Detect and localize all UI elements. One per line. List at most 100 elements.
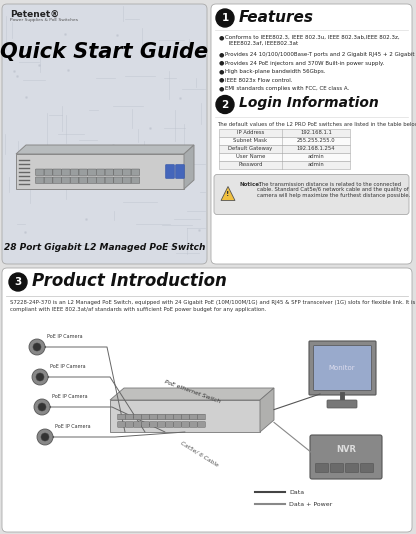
Text: Subnet Mask: Subnet Mask [233, 138, 267, 143]
Text: ●: ● [219, 60, 225, 66]
FancyBboxPatch shape [44, 169, 53, 176]
Text: Product Introduction: Product Introduction [32, 272, 227, 290]
FancyBboxPatch shape [219, 161, 350, 169]
Circle shape [216, 96, 234, 114]
FancyBboxPatch shape [131, 177, 140, 184]
Circle shape [38, 403, 46, 411]
FancyBboxPatch shape [190, 422, 197, 427]
Text: admin: admin [307, 162, 324, 167]
Text: S7228-24P-370 is an L2 Managed PoE Switch, equipped with 24 Gigabit PoE (10M/100: S7228-24P-370 is an L2 Managed PoE Switc… [10, 300, 415, 312]
Circle shape [37, 429, 53, 445]
FancyBboxPatch shape [211, 4, 412, 264]
Text: ●: ● [219, 86, 225, 91]
Circle shape [33, 343, 41, 351]
FancyBboxPatch shape [142, 414, 149, 420]
FancyBboxPatch shape [174, 422, 181, 427]
FancyBboxPatch shape [182, 422, 189, 427]
Circle shape [216, 9, 234, 27]
Text: Provides 24 PoE injectors and 370W Built-in power supply.: Provides 24 PoE injectors and 370W Built… [225, 60, 384, 66]
Circle shape [9, 273, 27, 291]
FancyBboxPatch shape [142, 422, 149, 427]
FancyBboxPatch shape [361, 464, 374, 473]
FancyBboxPatch shape [314, 345, 371, 390]
Text: !: ! [226, 191, 230, 197]
Text: 255.255.255.0: 255.255.255.0 [297, 138, 335, 143]
FancyBboxPatch shape [79, 177, 87, 184]
Text: EMI standards complies with FCC, CE class A.: EMI standards complies with FCC, CE clas… [225, 86, 349, 91]
Circle shape [36, 373, 44, 381]
FancyBboxPatch shape [310, 435, 382, 479]
Polygon shape [110, 388, 274, 400]
Text: ●: ● [219, 52, 225, 57]
Text: Petenet®: Petenet® [10, 10, 59, 19]
FancyBboxPatch shape [79, 169, 87, 176]
Polygon shape [184, 145, 194, 189]
FancyBboxPatch shape [114, 177, 122, 184]
Text: IP Address: IP Address [237, 130, 264, 135]
Text: User Name: User Name [236, 154, 265, 159]
Text: Cat5e/ 6 Cable: Cat5e/ 6 Cable [180, 441, 220, 468]
FancyBboxPatch shape [315, 464, 329, 473]
Polygon shape [110, 400, 260, 432]
Circle shape [41, 433, 49, 441]
Text: ●: ● [219, 77, 225, 82]
Text: ●: ● [219, 35, 225, 40]
Text: 192.168.1.1: 192.168.1.1 [300, 130, 332, 135]
FancyBboxPatch shape [150, 414, 157, 420]
FancyBboxPatch shape [174, 414, 181, 420]
FancyBboxPatch shape [330, 464, 344, 473]
FancyBboxPatch shape [126, 414, 133, 420]
Text: PoE IP Camera: PoE IP Camera [47, 334, 83, 340]
Text: Default Gateway: Default Gateway [228, 146, 272, 151]
Text: ●: ● [219, 69, 225, 74]
Text: High back-plane bandwidth 56Gbps.: High back-plane bandwidth 56Gbps. [225, 69, 325, 74]
FancyBboxPatch shape [97, 177, 105, 184]
Circle shape [29, 339, 45, 355]
Text: 28 Port Gigabit L2 Managed PoE Switch: 28 Port Gigabit L2 Managed PoE Switch [4, 243, 205, 252]
FancyBboxPatch shape [53, 169, 62, 176]
Text: Data + Power: Data + Power [289, 501, 332, 507]
FancyBboxPatch shape [2, 268, 412, 532]
FancyBboxPatch shape [134, 414, 141, 420]
Text: 192.168.1.254: 192.168.1.254 [297, 146, 335, 151]
FancyBboxPatch shape [62, 169, 70, 176]
Text: Login Information: Login Information [239, 97, 379, 111]
Polygon shape [16, 145, 194, 154]
Text: Monitor: Monitor [329, 365, 355, 371]
Polygon shape [221, 186, 235, 200]
FancyBboxPatch shape [198, 422, 206, 427]
FancyBboxPatch shape [2, 4, 207, 264]
FancyBboxPatch shape [198, 414, 206, 420]
Text: The default values of the L2 PRO PoE switches are listed in the table below:: The default values of the L2 PRO PoE swi… [217, 122, 416, 127]
Text: Power Supplies & PoE Switches: Power Supplies & PoE Switches [10, 18, 78, 22]
FancyBboxPatch shape [105, 169, 114, 176]
Text: PoE IP Camera: PoE IP Camera [55, 425, 91, 429]
FancyBboxPatch shape [214, 175, 409, 215]
FancyBboxPatch shape [219, 129, 350, 137]
FancyBboxPatch shape [53, 177, 62, 184]
FancyBboxPatch shape [62, 177, 70, 184]
Text: PoE IP Camera: PoE IP Camera [52, 395, 88, 399]
FancyBboxPatch shape [309, 341, 376, 395]
Text: Password: Password [238, 162, 263, 167]
FancyBboxPatch shape [118, 414, 125, 420]
FancyBboxPatch shape [166, 164, 174, 178]
Text: admin: admin [307, 154, 324, 159]
FancyBboxPatch shape [190, 414, 197, 420]
FancyBboxPatch shape [105, 177, 114, 184]
Text: PoE ethernet Switch: PoE ethernet Switch [163, 380, 221, 404]
Circle shape [32, 369, 48, 385]
Text: Notice:: Notice: [239, 182, 261, 186]
FancyBboxPatch shape [70, 177, 79, 184]
Polygon shape [16, 154, 184, 189]
FancyBboxPatch shape [219, 137, 350, 145]
FancyBboxPatch shape [158, 414, 165, 420]
FancyBboxPatch shape [327, 400, 357, 408]
FancyBboxPatch shape [126, 422, 133, 427]
Text: 2: 2 [221, 99, 229, 109]
FancyBboxPatch shape [176, 164, 184, 178]
FancyBboxPatch shape [134, 422, 141, 427]
Text: IEEE 8023x Flow control.: IEEE 8023x Flow control. [225, 77, 292, 82]
FancyBboxPatch shape [114, 169, 122, 176]
FancyBboxPatch shape [118, 422, 125, 427]
